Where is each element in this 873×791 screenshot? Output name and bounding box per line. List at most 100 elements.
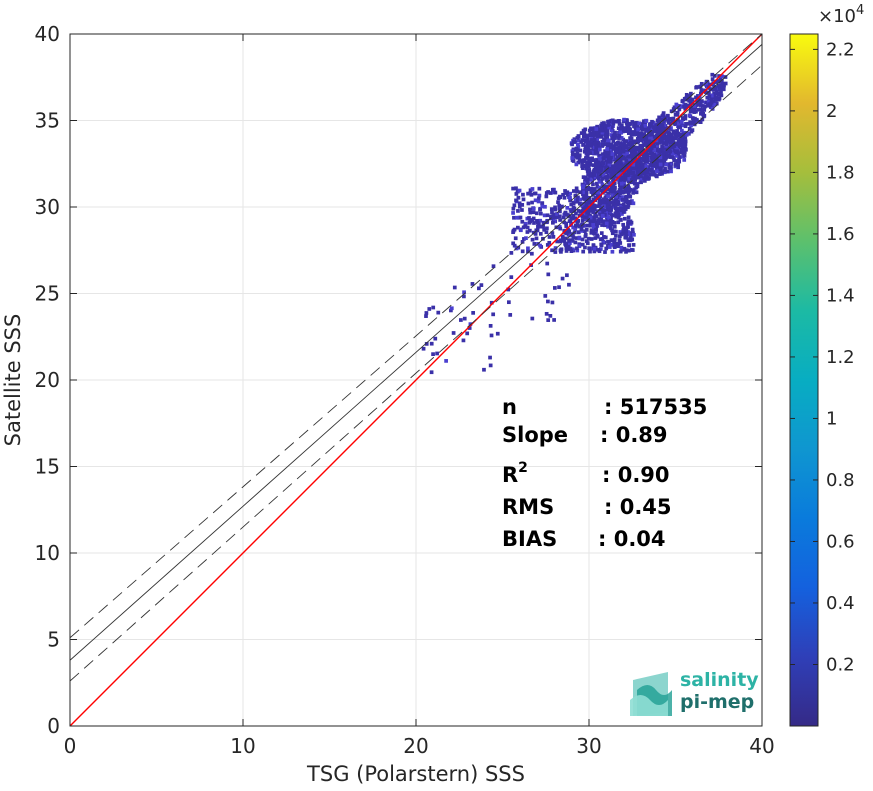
density-cell (681, 132, 686, 137)
density-cell (507, 300, 511, 305)
colorbar-tick-label: 0.8 (826, 470, 855, 491)
stat-label: RMS (502, 495, 554, 519)
density-cell (593, 149, 598, 154)
density-cell (584, 190, 589, 194)
density-cell (597, 203, 602, 207)
density-cell (567, 282, 571, 287)
density-cell (700, 108, 705, 113)
density-cell (449, 308, 453, 313)
density-cell (567, 239, 571, 243)
density-cell (543, 294, 548, 298)
density-cell (635, 136, 640, 141)
density-cell (538, 243, 542, 248)
density-cell (606, 150, 611, 155)
density-cell (622, 139, 627, 144)
density-cell (613, 152, 618, 156)
density-cell (604, 221, 609, 226)
density-cell (619, 123, 624, 128)
density-cell (525, 230, 530, 234)
density-cell (690, 97, 695, 102)
density-cell (566, 244, 571, 249)
density-cell (612, 237, 617, 242)
density-cell (637, 153, 642, 157)
density-cell (620, 143, 625, 148)
density-cell (553, 250, 558, 254)
density-cell (520, 219, 525, 224)
density-cell (586, 146, 590, 151)
density-cell (657, 123, 661, 128)
density-cell (587, 200, 591, 205)
density-cell (721, 87, 726, 92)
density-cell (617, 118, 621, 123)
density-cell (612, 221, 617, 225)
density-cell (588, 249, 592, 254)
density-cell (682, 158, 687, 162)
density-cell (527, 220, 532, 225)
density-cell (588, 157, 593, 161)
density-cell (679, 120, 684, 124)
density-cell (509, 251, 514, 255)
density-cell (516, 225, 520, 230)
density-cell (709, 98, 714, 103)
density-cell (699, 81, 704, 86)
density-cell (608, 145, 612, 150)
logo-line2: pi-mep (680, 691, 754, 713)
density-cell (546, 318, 551, 322)
density-cell (544, 230, 549, 235)
density-cell (618, 183, 622, 188)
colorbar-tick-label: 1.2 (826, 347, 855, 368)
density-cell (606, 187, 611, 192)
density-cell (568, 246, 573, 251)
density-cell (682, 150, 687, 154)
density-cell (627, 243, 631, 247)
density-cell (557, 285, 561, 290)
density-cell (610, 125, 614, 130)
density-cell (589, 237, 594, 241)
density-cell (611, 134, 616, 138)
density-cell (601, 201, 606, 206)
density-cell (588, 220, 593, 225)
density-cell (639, 174, 643, 179)
density-cell (537, 193, 542, 198)
density-cell (587, 246, 591, 251)
density-cell (692, 104, 697, 108)
density-cell (444, 359, 448, 363)
density-cell (601, 130, 606, 135)
density-cell (562, 220, 567, 225)
density-cell (684, 132, 689, 137)
density-cell (623, 167, 628, 172)
density-cell (523, 221, 528, 226)
density-cell (575, 220, 580, 224)
density-cell (526, 201, 531, 206)
density-cell (602, 213, 607, 217)
density-cell (517, 204, 522, 209)
density-cell (584, 239, 589, 244)
density-cell (602, 222, 607, 226)
colorbar-tick-label: 0.2 (826, 654, 855, 675)
density-cell (660, 149, 664, 154)
density-cell (583, 232, 588, 237)
density-cell (616, 202, 621, 207)
density-cell (578, 190, 583, 195)
density-cell (479, 283, 484, 287)
density-cell (628, 233, 633, 238)
density-cell (614, 148, 619, 153)
density-cell (604, 154, 609, 159)
density-cell (597, 217, 602, 222)
density-cell (576, 134, 581, 139)
density-cell (668, 162, 673, 167)
density-cell (689, 106, 693, 111)
density-cell (573, 216, 578, 221)
density-cell (605, 178, 609, 183)
density-cell (669, 135, 674, 140)
density-cell (608, 147, 613, 151)
density-cell (683, 114, 688, 118)
colorbar (789, 33, 819, 727)
density-cell (581, 207, 586, 212)
density-cell (613, 130, 617, 135)
density-cell (577, 236, 582, 241)
density-cell (676, 145, 681, 150)
density-cell (618, 162, 623, 167)
density-cell (673, 142, 678, 146)
density-cell (573, 152, 577, 157)
